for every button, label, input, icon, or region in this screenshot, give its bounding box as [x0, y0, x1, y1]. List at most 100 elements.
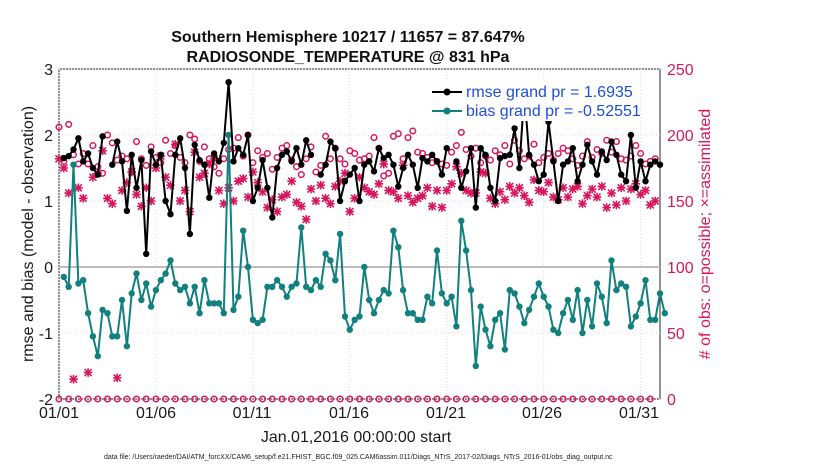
bias-point	[438, 290, 446, 297]
legend-box	[428, 79, 638, 121]
bias-point	[501, 346, 509, 353]
obs-assimilated-point	[646, 200, 655, 210]
obs-assimilated-point	[621, 196, 631, 206]
x-tick: 01/16	[329, 405, 369, 422]
obs-possible-point	[433, 395, 441, 403]
bias-point	[555, 329, 562, 337]
rmse-point	[574, 178, 581, 185]
obs-assimilated-point	[98, 146, 107, 156]
bias-point	[109, 333, 116, 340]
rmse-point	[361, 161, 368, 168]
obs-assimilated-point	[466, 188, 476, 198]
obs-possible-point	[220, 395, 228, 403]
rmse-point	[254, 184, 261, 191]
bias-point	[225, 131, 232, 139]
obs-possible-point	[132, 138, 141, 146]
obs-assimilated-point	[369, 190, 379, 199]
bias-point	[167, 257, 174, 264]
obs-possible-point	[142, 395, 150, 403]
rmse-point	[288, 158, 295, 165]
obs-possible-point	[530, 395, 538, 403]
obs-assimilated-point	[335, 176, 345, 186]
bias-point	[521, 319, 528, 327]
obs-possible-point	[346, 395, 354, 403]
obs-assimilated-point	[650, 196, 660, 206]
obs-assimilated-point	[355, 172, 364, 182]
bias-point	[336, 230, 344, 238]
rmse-point	[366, 158, 373, 165]
obs-assimilated-point	[137, 201, 146, 211]
y-tick-right: 250	[667, 62, 694, 79]
obs-assimilated-point	[476, 167, 485, 177]
rmse-point	[414, 184, 421, 191]
obs-assimilated-point	[151, 163, 161, 173]
obs-possible-point	[501, 142, 509, 150]
bias-point	[482, 326, 489, 333]
bias-point	[467, 286, 475, 294]
y-tick-labels-left: 3 2 1 0 -1 -2	[39, 62, 53, 409]
chart-title-line2: RADIOSONDE_TEMPERATURE @ 831 hPa	[187, 49, 510, 66]
obs-possible-point	[89, 142, 97, 150]
obs-possible-point	[452, 395, 460, 403]
rmse-point	[264, 184, 271, 191]
rmse-point	[177, 135, 184, 142]
rmse-point	[390, 161, 397, 168]
rmse-point	[133, 184, 140, 191]
obs-assimilated-point	[321, 194, 330, 203]
obs-possible-point	[186, 131, 194, 139]
bias-point	[99, 306, 106, 314]
obs-possible-point	[646, 395, 654, 403]
rmse-point	[501, 152, 509, 160]
bias-point	[191, 283, 198, 290]
obs-possible-point	[404, 134, 412, 142]
rmse-point	[593, 171, 601, 178]
rmse-point	[336, 197, 344, 205]
rmse-point	[380, 154, 387, 162]
rmse-point	[201, 161, 208, 168]
rmse-point	[123, 207, 131, 215]
obs-assimilated-point	[364, 187, 374, 197]
rmse-point	[535, 178, 542, 185]
obs-assimilated-point	[360, 183, 369, 193]
rmse-point	[613, 151, 620, 158]
obs-assimilated-point	[282, 190, 292, 199]
obs-assimilated-point	[340, 168, 350, 178]
bias-point	[652, 316, 659, 323]
obs-possible-point	[326, 395, 334, 403]
obs-assimilated-point	[529, 175, 539, 185]
obs-assimilated-point	[500, 195, 510, 204]
bias-point	[462, 247, 470, 254]
obs-possible-point	[273, 153, 281, 161]
bias-point	[525, 306, 533, 314]
x-tick-labels: 01/01 01/06 01/11 01/16 01/21 01/26 01/3…	[39, 405, 659, 422]
bias-point	[647, 316, 654, 323]
obs-possible-point	[462, 395, 470, 403]
rmse-point	[453, 158, 460, 165]
rmse-point	[487, 184, 494, 191]
obs-possible-point	[375, 395, 383, 403]
obs-assimilated-point	[481, 168, 490, 178]
rmse-point	[511, 125, 518, 132]
y-tick-left: 0	[44, 260, 53, 277]
y-tick-labels-right: 250 200 150 100 50 0	[667, 62, 694, 409]
rmse-point	[496, 154, 504, 162]
x-gridlines	[58, 69, 642, 399]
obs-possible-point	[200, 395, 208, 403]
bias-point	[177, 286, 184, 294]
rmse-point	[642, 178, 649, 185]
obs-possible-point	[65, 395, 73, 403]
rmse-point	[429, 151, 436, 158]
bias-point	[569, 316, 576, 323]
bias-point	[477, 303, 484, 310]
obs-assimilated-point	[558, 183, 568, 193]
bias-point	[152, 286, 160, 294]
rmse-point	[472, 204, 479, 211]
obs-assimilated-point	[59, 163, 69, 173]
obs-possible-point	[351, 149, 359, 158]
bias-point	[114, 333, 121, 340]
x-tick: 01/31	[619, 405, 659, 422]
obs-possible-point	[94, 395, 102, 403]
bias-point	[312, 277, 320, 284]
rmse-point	[327, 138, 334, 145]
obs-possible-point	[414, 395, 422, 403]
